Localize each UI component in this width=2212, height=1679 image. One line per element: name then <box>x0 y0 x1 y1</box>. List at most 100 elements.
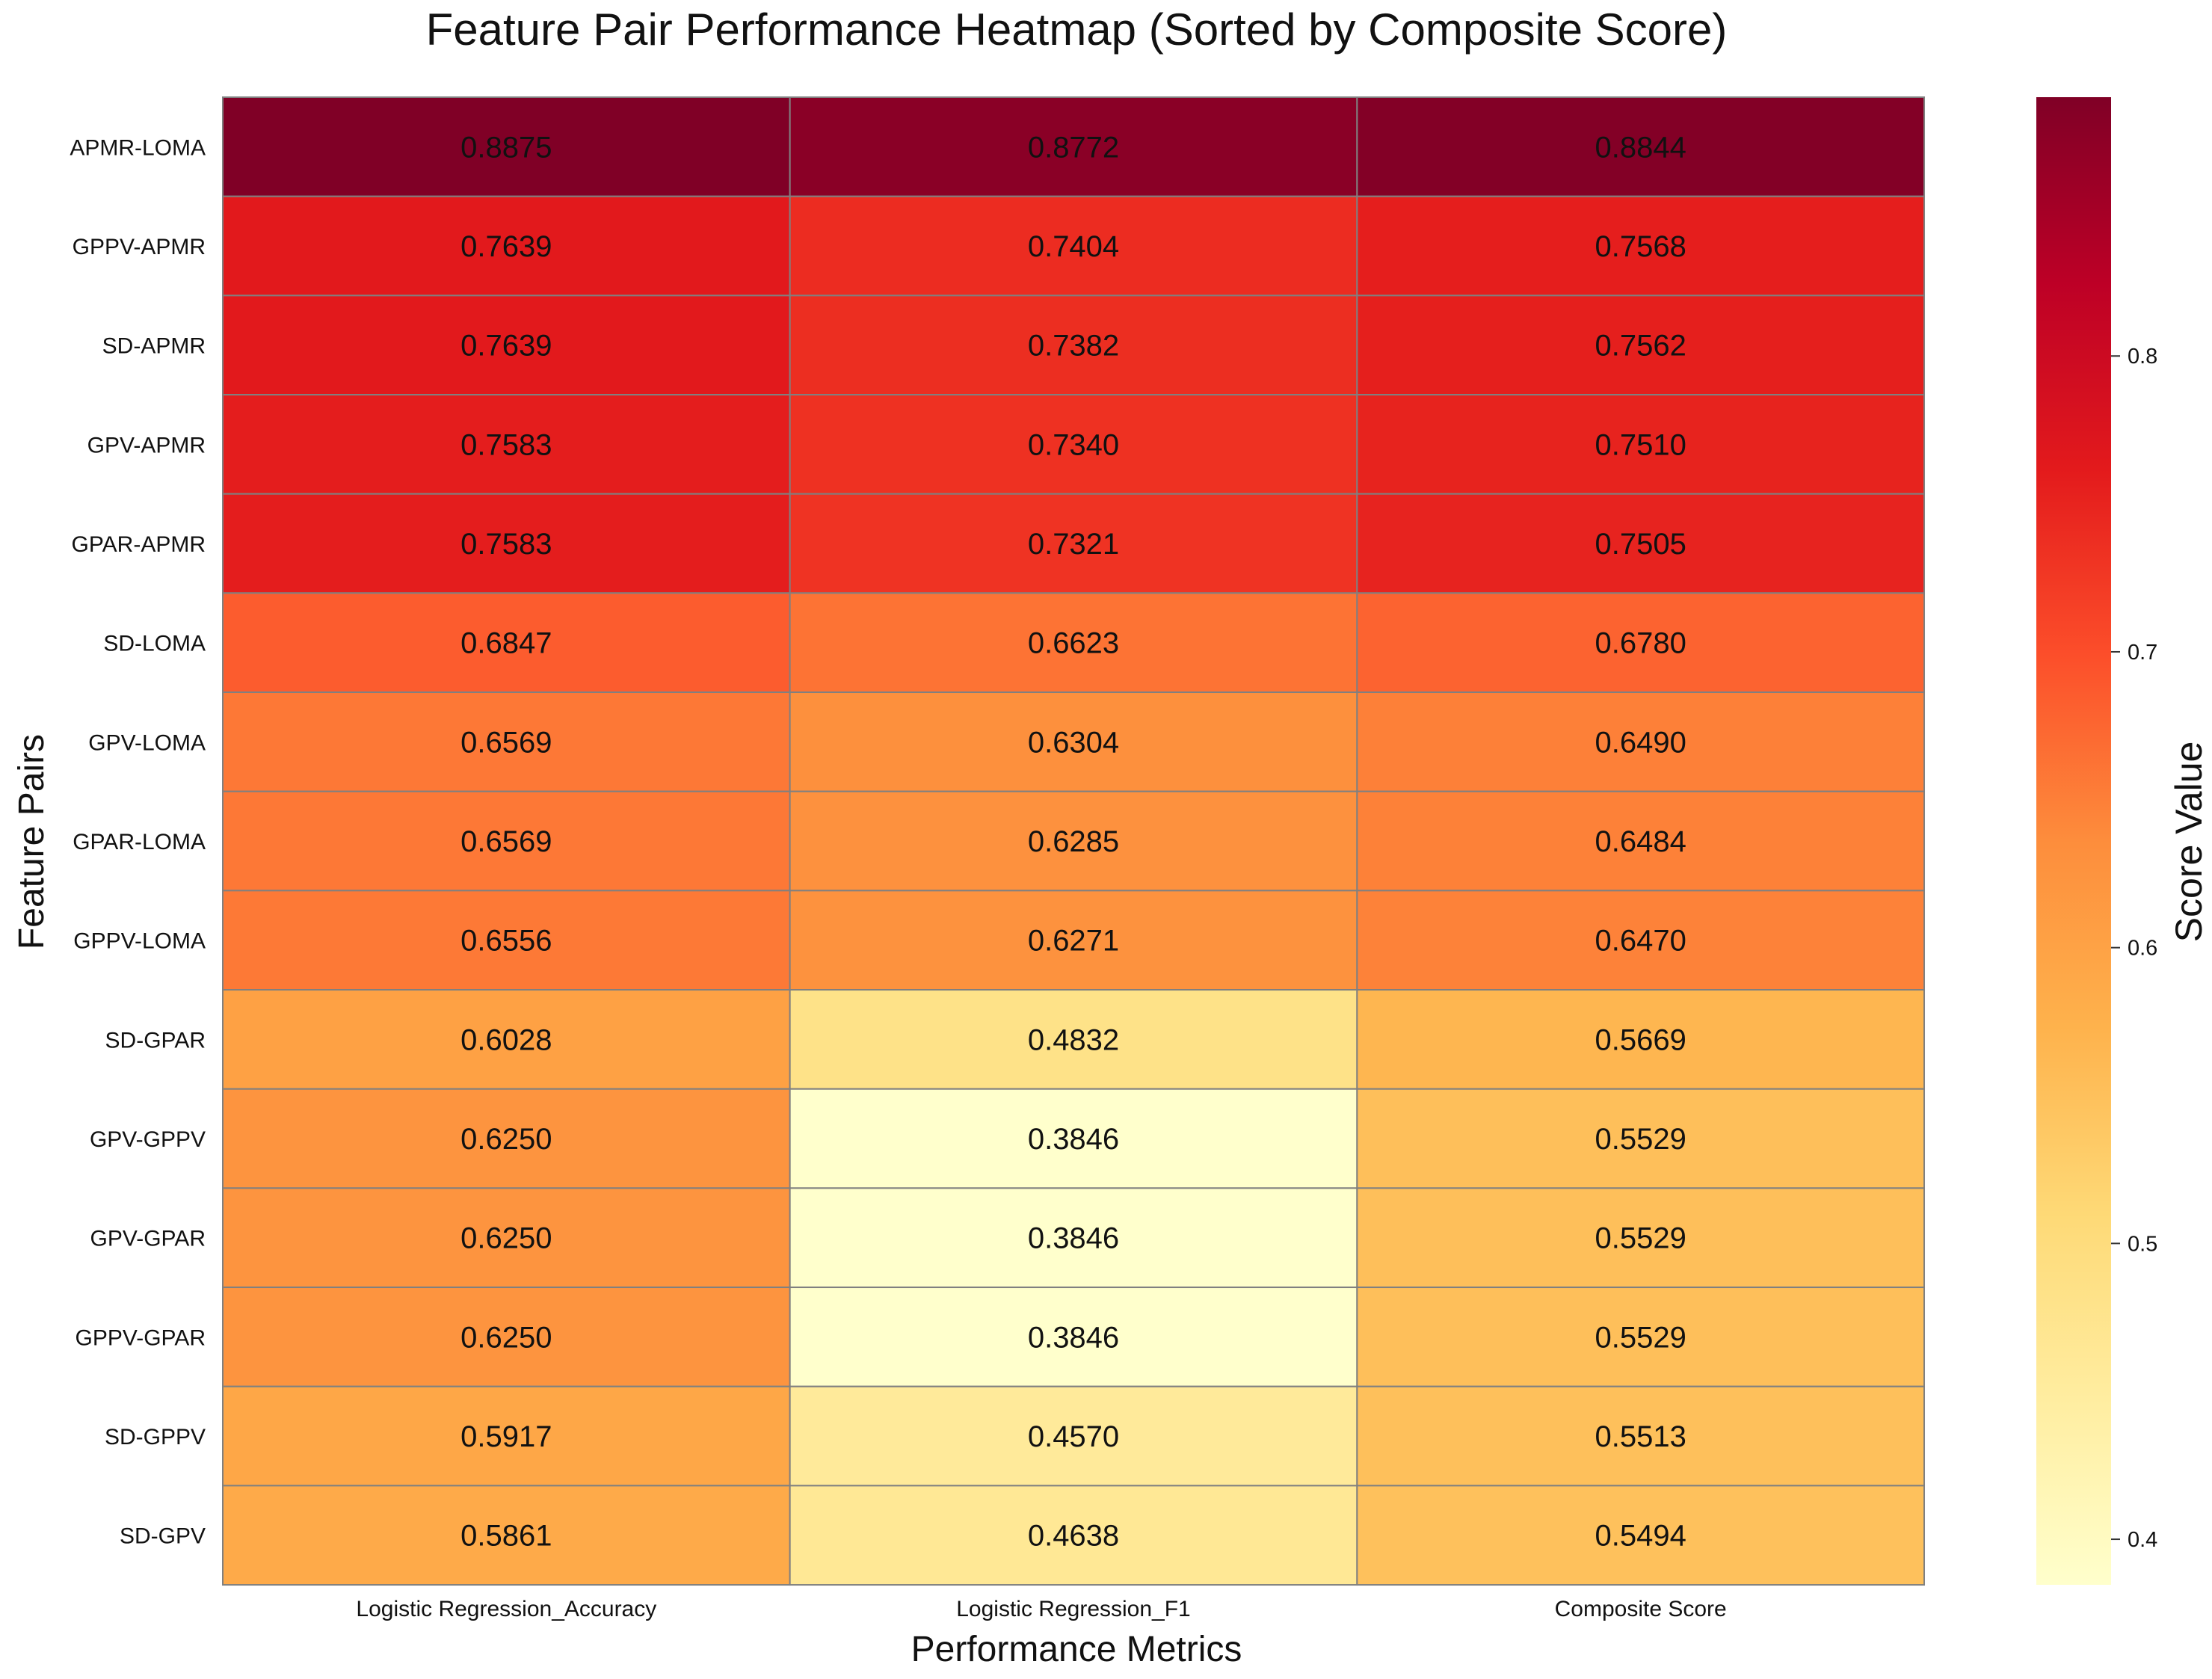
cell-value-label: 0.6569 <box>460 726 552 759</box>
heatmap-cell <box>222 1385 791 1487</box>
heatmap-cell <box>1356 394 1926 495</box>
cell-value-label: 0.8772 <box>1028 131 1119 164</box>
cell-value-label: 0.6569 <box>460 825 552 858</box>
row-label: GPV-LOMA <box>88 730 206 755</box>
cell-value-label: 0.6470 <box>1595 925 1686 958</box>
cell-value-label: 0.6271 <box>1028 925 1119 958</box>
cell-value-label: 0.7321 <box>1028 528 1119 561</box>
heatmap-cell <box>222 1088 791 1189</box>
cell-value-label: 0.7340 <box>1028 428 1119 461</box>
cell-value-label: 0.6250 <box>460 1321 552 1354</box>
row-label: GPPV-LOMA <box>73 929 206 954</box>
colorbar-ticks: 0.4 0.5 0.6 0.7 0.8 <box>2111 345 2157 1552</box>
colorbar-tick-label: 0.8 <box>2128 345 2157 369</box>
column-label: Logistic Regression_Accuracy <box>356 1597 656 1621</box>
heatmap-cell <box>1356 493 1926 594</box>
heatmap-cell <box>789 989 1358 1090</box>
heatmap-cell <box>1356 691 1926 792</box>
column-label: Composite Score <box>1555 1597 1727 1621</box>
cell-value-label: 0.3846 <box>1028 1321 1119 1354</box>
heatmap-cell <box>1356 890 1926 991</box>
heatmap-cell <box>789 592 1358 694</box>
colorbar-tick-label: 0.7 <box>2128 641 2157 665</box>
row-label: GPPV-APMR <box>73 235 206 259</box>
row-label: GPV-GPAR <box>90 1227 206 1251</box>
cell-value-label: 0.6250 <box>460 1222 552 1255</box>
row-label: SD-GPPV <box>105 1425 206 1450</box>
colorbar-tick-label: 0.4 <box>2128 1528 2157 1552</box>
heatmap-cell <box>1356 96 1926 197</box>
colorbar-label: Score Value <box>2168 742 2210 943</box>
cell-value-label: 0.6623 <box>1028 627 1119 660</box>
row-label: GPV-GPPV <box>90 1127 206 1152</box>
heatmap-cell <box>789 691 1358 792</box>
cell-value-label: 0.6556 <box>460 925 552 958</box>
column-labels: Logistic Regression_Accuracy Logistic Reg… <box>356 1597 1726 1621</box>
row-label: GPAR-APMR <box>72 532 206 557</box>
heatmap-cell <box>1356 592 1926 694</box>
heatmap-cell <box>1356 195 1926 297</box>
heatmap-cell <box>789 493 1358 594</box>
colorbar-tick-label: 0.5 <box>2128 1232 2157 1256</box>
cell-value-label: 0.6285 <box>1028 825 1119 858</box>
colorbar-tick-label: 0.6 <box>2128 937 2157 961</box>
heatmap-cell <box>222 1287 791 1387</box>
heatmap-cell <box>1356 1088 1926 1189</box>
cell-value-label: 0.8875 <box>460 131 552 164</box>
cell-value-label: 0.5529 <box>1595 1222 1686 1255</box>
heatmap-cell <box>222 1485 791 1586</box>
cell-value-label: 0.6490 <box>1595 726 1686 759</box>
cell-value-label: 0.5861 <box>460 1520 552 1553</box>
heatmap-cell <box>789 295 1358 396</box>
heatmap-cell <box>1356 1287 1926 1387</box>
cell-value-label: 0.5513 <box>1595 1420 1686 1453</box>
cell-value-label: 0.4570 <box>1028 1420 1119 1453</box>
cell-value-label: 0.8844 <box>1595 131 1686 164</box>
heatmap-cell <box>789 195 1358 297</box>
chart-title: Feature Pair Performance Heatmap (Sorted… <box>426 4 1728 55</box>
heatmap-cell <box>222 493 791 594</box>
cell-value-label: 0.4832 <box>1028 1023 1119 1056</box>
heatmap-cell <box>789 96 1358 197</box>
heatmap-cell <box>222 890 791 991</box>
heatmap-cell <box>222 691 791 792</box>
cell-value-label: 0.6250 <box>460 1123 552 1156</box>
row-label: APMR-LOMA <box>70 135 206 160</box>
cell-value-label: 0.3846 <box>1028 1222 1119 1255</box>
cell-value-label: 0.7639 <box>460 330 552 363</box>
heatmap-cells: 0.8875 0.8772 0.8844 0.7639 0.7404 0.7568 0.76… <box>222 96 1926 1586</box>
cell-value-label: 0.7510 <box>1595 428 1686 461</box>
cell-value-label: 0.7562 <box>1595 330 1686 363</box>
heatmap-cell <box>789 1187 1358 1289</box>
cell-value-label: 0.7583 <box>460 528 552 561</box>
cell-value-label: 0.6028 <box>460 1023 552 1056</box>
row-label: GPV-APMR <box>87 433 206 458</box>
cell-value-label: 0.7639 <box>460 230 552 263</box>
heatmap-cell <box>222 592 791 694</box>
heatmap-cell <box>1356 989 1926 1090</box>
cell-value-label: 0.6304 <box>1028 726 1119 759</box>
cell-value-label: 0.5494 <box>1595 1520 1686 1553</box>
cell-value-label: 0.6847 <box>460 627 552 660</box>
heatmap-cell <box>1356 790 1926 892</box>
heatmap-cell <box>1356 1187 1926 1289</box>
cell-value-label: 0.6484 <box>1595 825 1686 858</box>
row-label: SD-LOMA <box>103 632 206 656</box>
row-label: SD-GPAR <box>105 1028 206 1053</box>
cell-value-label: 0.7583 <box>460 428 552 461</box>
cell-value-label: 0.5917 <box>460 1420 552 1453</box>
heatmap-cell <box>1356 1485 1926 1586</box>
row-labels: APMR-LOMA GPPV-APMR SD-APMR GPV-APMR GPAR-AP… <box>70 135 206 1548</box>
cell-value-label: 0.5529 <box>1595 1321 1686 1354</box>
heatmap-cell <box>222 394 791 495</box>
cell-value-label: 0.3846 <box>1028 1123 1119 1156</box>
heatmap-cell <box>789 1287 1358 1387</box>
cell-value-label: 0.6780 <box>1595 627 1686 660</box>
cell-value-label: 0.4638 <box>1028 1520 1119 1553</box>
heatmap-cell <box>222 790 791 892</box>
heatmap-cell <box>222 989 791 1090</box>
cell-value-label: 0.7404 <box>1028 230 1119 263</box>
x-axis-label: Performance Metrics <box>911 1630 1242 1669</box>
cell-value-label: 0.7382 <box>1028 330 1119 363</box>
cell-value-label: 0.5669 <box>1595 1023 1686 1056</box>
